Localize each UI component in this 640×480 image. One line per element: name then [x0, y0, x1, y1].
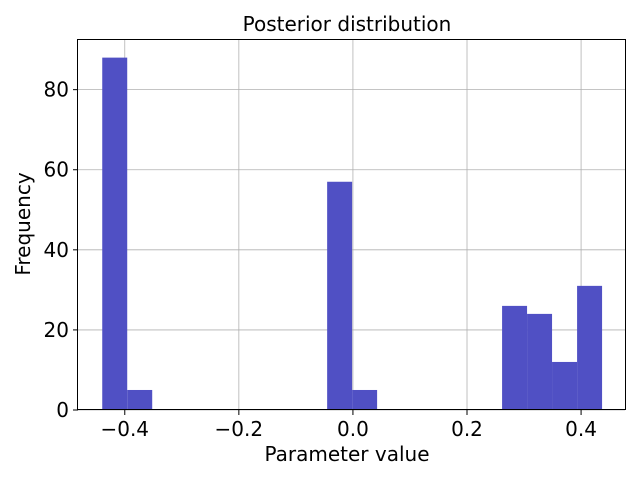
y-tick-label: 20 — [44, 318, 69, 342]
y-axis-label: Frequency — [11, 172, 35, 275]
y-tick-label: 80 — [44, 78, 69, 102]
x-axis-ticks: −0.4 −0.2 0.0 0.2 0.4 — [100, 410, 597, 441]
histogram-bar — [527, 313, 553, 410]
y-tick-label: 40 — [44, 238, 69, 262]
x-tick-label: −0.2 — [215, 417, 264, 441]
x-tick-label: 0.0 — [337, 417, 369, 441]
histogram-bar — [552, 361, 578, 410]
histogram-bar — [577, 285, 603, 410]
x-axis-label: Parameter value — [264, 442, 429, 466]
histogram-bar — [127, 389, 153, 410]
histogram-bar — [502, 305, 528, 410]
histogram-bar — [102, 57, 128, 410]
y-axis-ticks: 0 20 40 60 80 — [44, 78, 78, 422]
y-tick-label: 60 — [44, 158, 69, 182]
histogram-bar — [327, 181, 353, 410]
chart-title: Posterior distribution — [243, 12, 452, 36]
x-tick-label: −0.4 — [100, 417, 149, 441]
y-tick-label: 0 — [56, 398, 69, 422]
x-tick-label: 0.4 — [565, 417, 597, 441]
plot-frame — [77, 39, 626, 410]
bars-layer — [102, 57, 603, 410]
histogram-bar — [352, 389, 378, 410]
x-tick-label: 0.2 — [451, 417, 483, 441]
